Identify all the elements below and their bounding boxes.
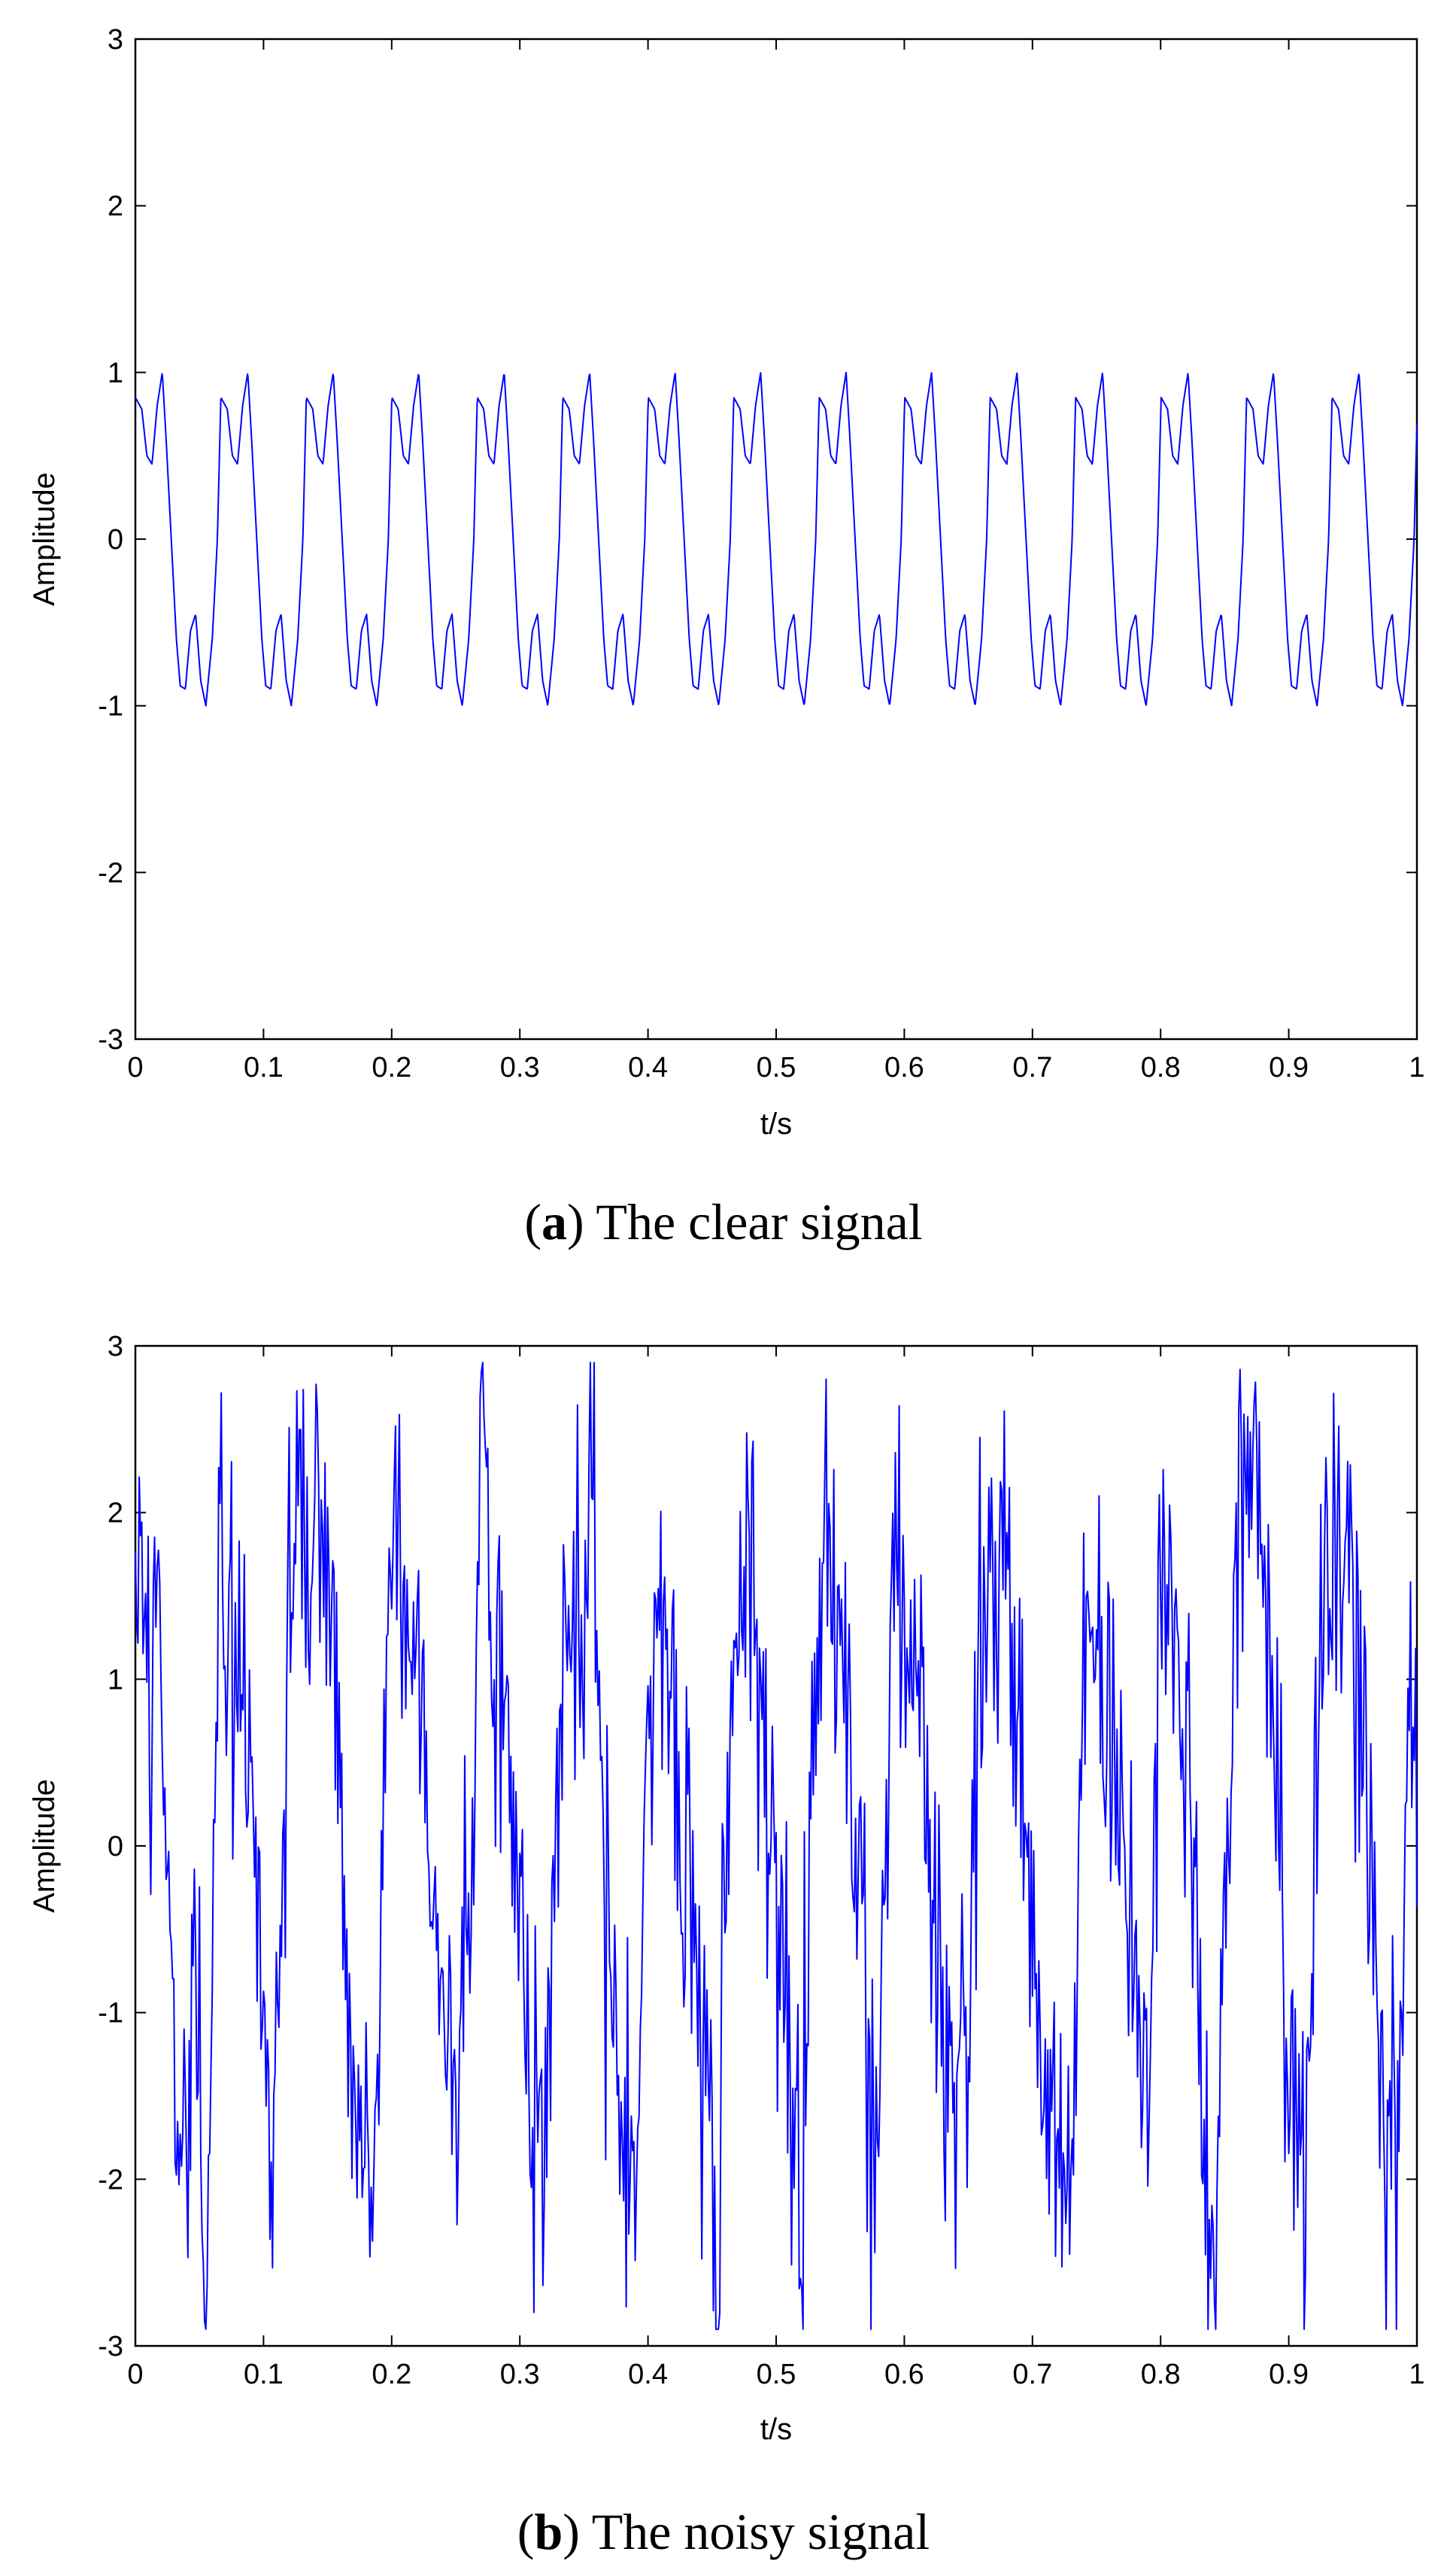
x-tick-label: 0.6 <box>884 1052 924 1083</box>
x-axis-label-b: t/s <box>760 2413 792 2446</box>
x-tick-label: 0.3 <box>500 2359 540 2390</box>
y-tick-label: 2 <box>108 191 123 223</box>
x-tick-label: 0.9 <box>1269 1052 1309 1083</box>
y-axis-label-a: Amplitude <box>28 472 61 606</box>
x-tick-label: 0.4 <box>628 2359 668 2390</box>
x-axis-label-a: t/s <box>760 1108 792 1141</box>
y-tick-label: 1 <box>108 357 123 389</box>
x-tick-label: 0.2 <box>372 1052 411 1083</box>
y-tick-label: -3 <box>98 1024 123 1056</box>
x-tick-label: 0.8 <box>1141 1052 1181 1083</box>
y-tick-label: -2 <box>98 857 123 889</box>
x-tick-label: 0.5 <box>757 2359 796 2390</box>
y-tick-label: 0 <box>108 1831 123 1862</box>
y-tick-label: -2 <box>98 2164 123 2196</box>
y-tick-label: 2 <box>108 1498 123 1529</box>
x-tick-label: 0.2 <box>372 2359 411 2390</box>
x-tick-label: 0.3 <box>500 1052 540 1083</box>
x-tick-label: 0.9 <box>1269 2359 1309 2390</box>
panel-b-noisy-signal: -3 -2 -1 0 1 2 3 0 0.1 0.2 0.3 0.4 0.5 0.6 0.7 0.8 0.9 1… <box>28 1331 1425 2560</box>
y-tick-label: 0 <box>108 524 123 556</box>
x-tick-label: 0.1 <box>244 1052 284 1083</box>
panel-caption-b: (b) The noisy signal <box>517 2503 930 2560</box>
panel-a-clear-signal: -3 -2 -1 0 1 2 3 0 0.1 0.2 0.3 0.4 0.5 0.6 0.7 0.8 0.9 1… <box>28 24 1425 1250</box>
x-tick-label: 0 <box>127 2359 143 2390</box>
x-tick-label: 0.6 <box>884 2359 924 2390</box>
series-line <box>135 1362 1418 2330</box>
y-tick-label: 3 <box>108 1331 123 1362</box>
series-b <box>135 1362 1418 2330</box>
y-tick-label: -1 <box>98 691 123 723</box>
x-tick-label: 0.1 <box>244 2359 284 2390</box>
panel-caption-a: (a) The clear signal <box>524 1193 922 1250</box>
plot-area-a <box>134 38 1418 1041</box>
x-axis-b: 0 0.1 0.2 0.3 0.4 0.5 0.6 0.7 0.8 0.9 1 <box>127 1346 1425 2390</box>
x-tick-label: 1 <box>1409 1052 1424 1083</box>
series-line <box>135 371 1418 707</box>
x-tick-label: 1 <box>1409 2359 1424 2390</box>
x-tick-label: 0 <box>127 1052 143 1083</box>
x-tick-label: 0.8 <box>1141 2359 1181 2390</box>
y-tick-label: -1 <box>98 1998 123 2029</box>
y-tick-label: 1 <box>108 1664 123 1696</box>
x-tick-label: 0.4 <box>628 1052 668 1083</box>
y-axis-label-b: Amplitude <box>28 1779 61 1913</box>
x-tick-label: 0.7 <box>1012 1052 1052 1083</box>
x-axis-a: 0 0.1 0.2 0.3 0.4 0.5 0.6 0.7 0.8 0.9 1 <box>127 39 1425 1083</box>
series-a <box>135 371 1418 707</box>
x-tick-label: 0.5 <box>757 1052 796 1083</box>
x-tick-label: 0.7 <box>1012 2359 1052 2390</box>
y-axis-b: -3 -2 -1 0 1 2 3 <box>98 1331 1417 2362</box>
y-tick-label: 3 <box>108 24 123 56</box>
y-axis-a: -3 -2 -1 0 1 2 3 <box>98 24 1417 1056</box>
y-tick-label: -3 <box>98 2331 123 2362</box>
